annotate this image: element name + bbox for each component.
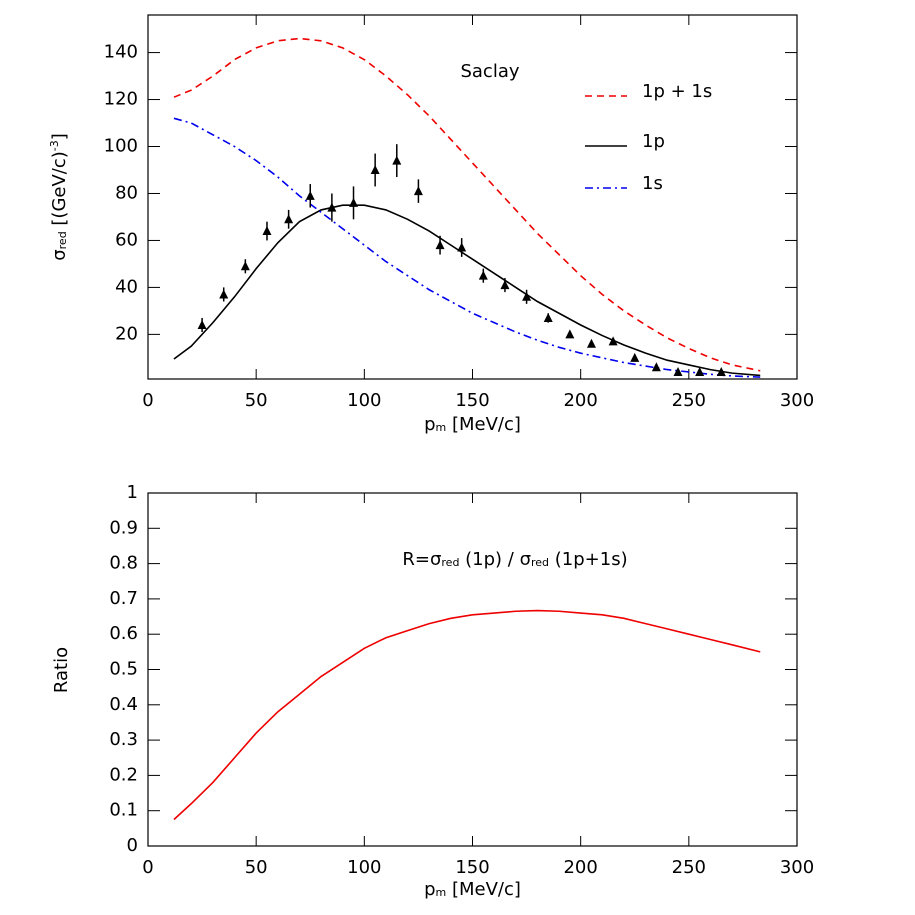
y-tick-label: 0.4 [109, 694, 138, 715]
data-point [500, 280, 510, 290]
legend-label: 1s [642, 173, 663, 194]
legend-label: 1p + 1s [642, 81, 712, 102]
label-part: p [424, 879, 435, 900]
data-point [716, 366, 726, 376]
data-point [478, 270, 488, 280]
x-tick-label: 100 [347, 857, 381, 878]
y-axis-label: Ratio [51, 647, 72, 693]
y-tick-label: 0.3 [109, 729, 138, 750]
x-tick-label: 0 [142, 857, 153, 878]
x-tick-label: 150 [455, 390, 489, 411]
series-line [173, 204, 761, 377]
data-point [457, 242, 467, 252]
x-tick-label: 50 [245, 857, 268, 878]
label-part: (1p) / σ [459, 549, 531, 570]
x-tick-label: 250 [672, 390, 706, 411]
label-part: -3 [48, 140, 61, 151]
y-axis-label: σred [(GeV/c)-3] [48, 133, 70, 261]
data-point [630, 352, 640, 362]
x-tick-label: 250 [672, 857, 706, 878]
data-point [565, 329, 575, 339]
y-tick-label: 0 [127, 835, 138, 856]
data-point [327, 202, 337, 212]
y-tick-label: 140 [104, 42, 138, 63]
series-line [173, 609, 761, 821]
data-point [413, 186, 423, 196]
label-part: ] [49, 133, 70, 140]
x-tick-label: 0 [142, 390, 153, 411]
x-axis-label: pm [MeV/c] [424, 414, 521, 435]
label-part: red [56, 231, 69, 249]
y-tick-label: 0.1 [109, 800, 138, 821]
label-part: σ [49, 249, 70, 260]
x-tick-label: 50 [245, 390, 268, 411]
data-point [262, 226, 272, 236]
x-tick-label: 300 [780, 857, 814, 878]
x-tick-label: 150 [455, 857, 489, 878]
label-part: [(GeV/c) [49, 151, 70, 231]
y-tick-label: 0.7 [109, 588, 138, 609]
label-part: [MeV/c] [446, 879, 521, 900]
label-part: R=σ [402, 549, 441, 570]
data-point [197, 319, 207, 329]
x-tick-label: 200 [563, 390, 597, 411]
y-tick-label: 0.8 [109, 553, 138, 574]
y-tick-label: 0.6 [109, 623, 138, 644]
x-tick-label: 100 [347, 390, 381, 411]
annotation: Saclay [460, 61, 519, 82]
data-point [673, 366, 683, 376]
label-part: red [441, 556, 459, 569]
data-point [543, 312, 553, 322]
label-part: m [436, 886, 447, 899]
legend-label: 1p [642, 131, 665, 152]
data-point [651, 362, 661, 372]
data-point [219, 289, 229, 299]
y-tick-label: 0.5 [109, 659, 138, 680]
label-part: m [436, 421, 447, 434]
y-tick-label: 40 [115, 276, 138, 297]
y-tick-label: 0.2 [109, 764, 138, 785]
x-axis-label: pm [MeV/c] [424, 879, 521, 900]
data-point [370, 164, 380, 174]
data-point [392, 155, 402, 165]
data-point [349, 197, 359, 207]
plot-frame [147, 492, 798, 847]
y-tick-label: 80 [115, 182, 138, 203]
y-tick-label: 100 [104, 136, 138, 157]
data-point [695, 366, 705, 376]
label-part: red [531, 556, 549, 569]
data-point [608, 336, 618, 346]
x-tick-label: 300 [780, 390, 814, 411]
x-tick-label: 200 [563, 857, 597, 878]
data-point [586, 338, 596, 348]
data-point [522, 291, 532, 301]
series-line [173, 117, 761, 378]
data-point [435, 240, 445, 250]
data-point [284, 214, 294, 224]
annotation: R=σred (1p) / σred (1p+1s) [402, 549, 627, 570]
y-tick-label: 60 [115, 229, 138, 250]
label-part: [MeV/c] [446, 414, 521, 435]
y-tick-label: 0.9 [109, 517, 138, 538]
y-tick-label: 1 [127, 482, 138, 503]
data-point [240, 261, 250, 271]
y-tick-label: 20 [115, 323, 138, 344]
label-part: (1p+1s) [549, 549, 628, 570]
label-part: Ratio [51, 647, 72, 693]
y-tick-label: 120 [104, 89, 138, 110]
label-part: p [424, 414, 435, 435]
data-point [305, 190, 315, 200]
